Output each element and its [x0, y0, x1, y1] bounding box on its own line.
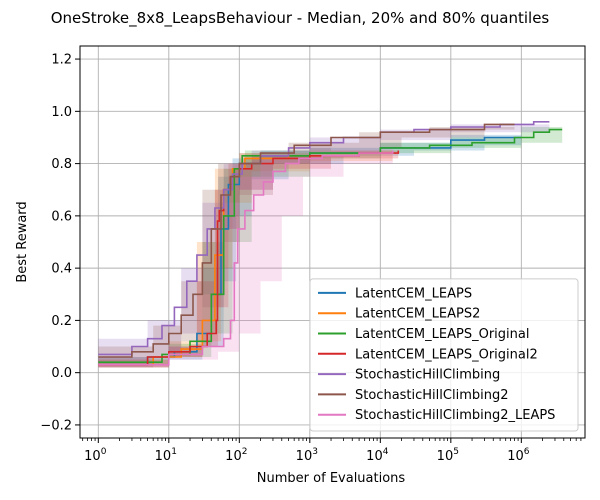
legend-label-latentcem-leaps-original: LatentCEM_LEAPS_Original — [355, 327, 529, 342]
y-tick-label: 0.4 — [51, 262, 72, 277]
x-tick-label: 104 — [366, 447, 389, 464]
y-tick-label: 1.2 — [51, 53, 72, 68]
y-tick-label: 0.8 — [51, 157, 72, 172]
line-stochastichillclimbing2 — [98, 123, 515, 358]
y-tick-label: 0.0 — [51, 366, 72, 381]
legend-box — [309, 278, 579, 432]
x-tick-exponent: 4 — [383, 447, 389, 457]
x-tick-label: 101 — [155, 447, 177, 464]
y-tick-label: 0.2 — [51, 314, 72, 329]
band-stochastichillclimbing2-leaps — [98, 145, 393, 368]
chart-title: OneStroke_8x8_LeapsBehaviour - Median, 2… — [51, 9, 550, 28]
series-group — [98, 119, 563, 368]
x-tick-exponent: 0 — [101, 447, 107, 457]
x-tick-label: 100 — [84, 447, 107, 464]
y-axis-label: Best Reward — [15, 201, 30, 282]
x-tick-exponent: 5 — [453, 447, 459, 457]
band-latentcem-leaps — [98, 132, 522, 368]
axes-frame — [79, 45, 586, 439]
legend-label-stochastichillclimbing2: StochasticHillClimbing2 — [355, 388, 509, 403]
y-tick-label: 0.6 — [51, 209, 72, 224]
legend: LatentCEM_LEAPS LatentCEM_LEAPS2 LatentCEM… — [309, 278, 579, 432]
legend-label-stochastichillclimbing: StochasticHillClimbing — [355, 368, 500, 383]
x-tick-exponent: 3 — [312, 447, 318, 457]
ticks: 100 101 102 103 104 105 106−0.20.00.20.40.60.8… — [40, 53, 582, 464]
band-stochastichillclimbing2 — [98, 121, 515, 368]
legend-label-latentcem-leaps2: LatentCEM_LEAPS2 — [355, 307, 480, 322]
x-tick-label: 103 — [296, 447, 318, 464]
x-axis-label: Number of Evaluations — [257, 471, 406, 486]
legend-label-latentcem-leaps-original2: LatentCEM_LEAPS_Original2 — [355, 347, 538, 362]
plot-area: 100 101 102 103 104 105 106−0.20.00.20.40.60.8… — [40, 45, 586, 464]
y-tick-label: −0.2 — [40, 418, 72, 433]
legend-label-latentcem-leaps: LatentCEM_LEAPS — [355, 286, 472, 301]
x-tick-exponent: 2 — [242, 447, 248, 457]
y-tick-label: 1.0 — [51, 105, 72, 120]
line-stochastichillclimbing2-leaps — [98, 150, 394, 366]
x-tick-exponent: 6 — [524, 447, 530, 457]
x-tick-label: 105 — [437, 447, 459, 464]
line-latentcem-leaps-original — [98, 128, 563, 363]
line-stochastichillclimbing — [98, 121, 550, 356]
x-tick-label: 106 — [507, 447, 530, 464]
band-stochastichillclimbing — [98, 119, 550, 365]
legend-label-stochastichillclimbing2-leaps: StochasticHillClimbing2_LEAPS — [355, 408, 555, 423]
x-tick-exponent: 1 — [171, 447, 177, 457]
band-latentcem-leaps2 — [98, 147, 393, 368]
x-tick-label: 102 — [225, 447, 247, 464]
